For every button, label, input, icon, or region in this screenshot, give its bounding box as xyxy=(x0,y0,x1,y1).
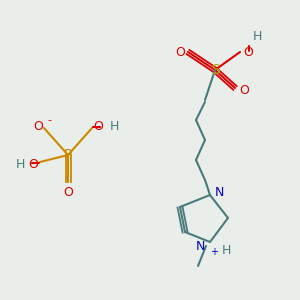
Text: O: O xyxy=(28,158,38,170)
Text: +: + xyxy=(210,247,218,257)
Text: O: O xyxy=(243,46,253,59)
Text: O: O xyxy=(239,83,249,97)
Text: N: N xyxy=(214,187,224,200)
Text: S: S xyxy=(211,63,219,77)
Text: N: N xyxy=(195,239,205,253)
Text: O: O xyxy=(93,119,103,133)
Text: H: H xyxy=(15,158,25,170)
Text: O: O xyxy=(175,46,185,59)
Text: H: H xyxy=(252,31,262,44)
Text: O: O xyxy=(63,185,73,199)
Text: H: H xyxy=(109,119,119,133)
Text: P: P xyxy=(64,148,72,162)
Text: O: O xyxy=(33,119,43,133)
Text: -: - xyxy=(47,115,51,125)
Text: H: H xyxy=(221,244,231,256)
